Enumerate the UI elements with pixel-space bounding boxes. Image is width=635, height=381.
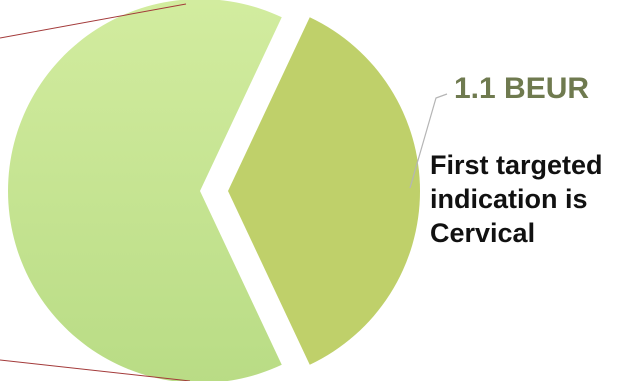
- pie-slice-exploded: [228, 17, 421, 365]
- label-leader-line: [409, 93, 448, 189]
- zoom-connector-bottom: [0, 359, 191, 381]
- zoom-connector-top: [0, 3, 187, 39]
- slice-value-label: 1.1 BEUR: [454, 72, 590, 105]
- pie-slice-main: [8, 0, 282, 381]
- slice-description-label: First targeted indication is Cervical: [430, 150, 603, 248]
